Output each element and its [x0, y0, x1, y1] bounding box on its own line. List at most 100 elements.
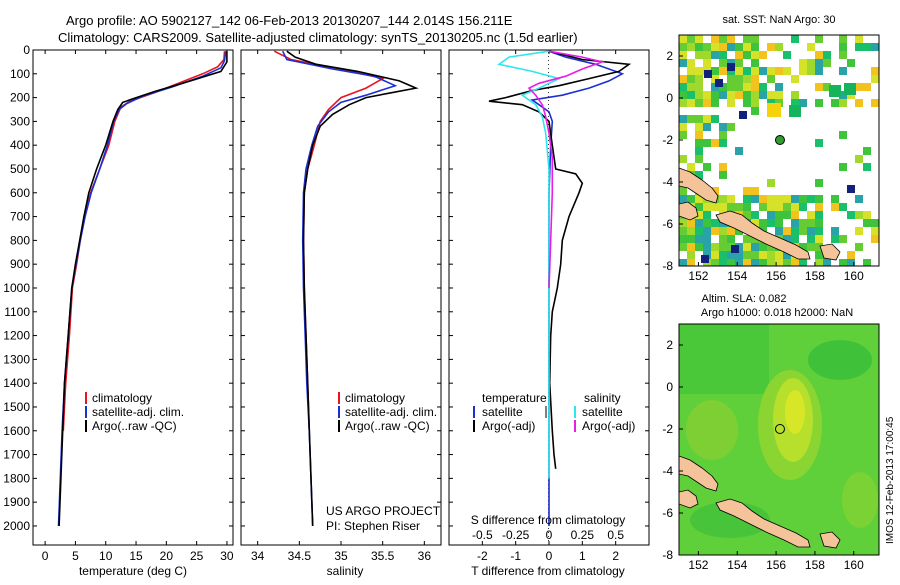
sst-cell [815, 67, 823, 75]
map-y-tick-label: -8 [662, 259, 673, 273]
sst-cell [735, 91, 743, 99]
sst-cell [727, 83, 735, 91]
sst-cell [687, 83, 695, 91]
sst-cell [759, 51, 767, 59]
sst-cell [839, 51, 847, 59]
sst-cell-cool [701, 255, 709, 263]
sst-cell [679, 59, 687, 67]
sla-map-x-ticks: 152 154 156 158 160 [688, 551, 864, 572]
sst-cell [807, 243, 815, 251]
sst-cell [759, 83, 767, 91]
map-x-tick-label: 156 [766, 558, 786, 572]
sst-cell [863, 43, 871, 51]
sla-map-frame [678, 323, 880, 556]
x-tick-label: -1 [510, 549, 521, 563]
sst-cell [815, 179, 823, 187]
sst-cell [759, 251, 767, 259]
sst-cell [695, 235, 703, 243]
sst-cell [847, 59, 855, 67]
sst-cell [679, 115, 687, 123]
temperature-legend: climatology satellite-adj. clim. Argo(..… [85, 391, 184, 433]
sst-cell [831, 235, 839, 243]
sst-cell [783, 67, 791, 75]
sla-map-field [679, 324, 879, 555]
sst-cell [871, 219, 879, 227]
land-solomon [679, 201, 699, 221]
series-line-temperature-argo-adj [488, 50, 632, 469]
sst-cell-green [844, 83, 856, 95]
sst-cell [679, 187, 687, 195]
sst-cell [783, 251, 791, 259]
sst-cell [703, 43, 711, 51]
temperature-panel-frame [32, 49, 234, 546]
sla-map-subtitle: Argo h1000: 0.018 h2000: NaN [701, 307, 853, 319]
sst-cell [855, 43, 863, 51]
sst-cell [831, 99, 839, 107]
sst-cell [751, 195, 759, 203]
sst-cell [711, 91, 719, 99]
sst-cell [743, 67, 751, 75]
sst-cell [727, 203, 735, 211]
sst-cell [775, 259, 783, 266]
y-tick-label: 1700 [3, 448, 30, 462]
sst-cell [815, 51, 823, 59]
sst-cell [767, 75, 775, 83]
sst-cell [815, 211, 823, 219]
sst-cell [743, 43, 751, 51]
sst-cell [767, 195, 775, 203]
sst-cell [719, 251, 727, 259]
sst-cell [719, 195, 727, 203]
sst-cell-cool [739, 111, 747, 119]
sst-cell [719, 139, 727, 147]
sst-cell [839, 203, 847, 211]
sla-high-patch-lower [842, 472, 878, 528]
sst-cell [679, 35, 687, 43]
sst-cell [783, 211, 791, 219]
sst-cell [759, 259, 767, 266]
sst-cell [727, 227, 735, 235]
sst-cell [799, 59, 807, 67]
sst-cell [759, 219, 767, 227]
sst-cell [711, 67, 719, 75]
sst-cell [703, 163, 711, 171]
map-y-tick-label: -2 [662, 133, 673, 147]
sst-cell [711, 51, 719, 59]
sst-cell [719, 171, 727, 179]
sst-cell [791, 211, 799, 219]
sst-cell [839, 91, 847, 99]
sst-cell [767, 251, 775, 259]
sst-cell [743, 35, 751, 43]
sst-cell [695, 91, 703, 99]
sst-cell [695, 243, 703, 251]
x-tick-label: 36 [418, 549, 432, 563]
s-tick-label: -0.25 [502, 528, 530, 542]
map-x-tick-label: 160 [844, 558, 864, 572]
sst-cell-warm [767, 103, 781, 117]
sst-cell [687, 227, 695, 235]
sst-cell [679, 51, 687, 59]
sst-cell [847, 259, 855, 266]
y-tick-label: 1300 [3, 352, 30, 366]
legend-label-satellite: satellite-adj. clim. [345, 405, 437, 419]
sst-cell [687, 99, 695, 107]
sst-cell [735, 59, 743, 67]
salinity-legend: climatology satellite-adj. clim. Argo(..… [326, 391, 441, 533]
land-islet [819, 531, 841, 549]
sst-cell [847, 211, 855, 219]
sst-cell [687, 195, 695, 203]
sst-cell [807, 43, 815, 51]
sst-cell [807, 219, 815, 227]
sst-cell [855, 243, 863, 251]
sst-cell [791, 35, 799, 43]
sst-cell [711, 251, 719, 259]
sst-cell [695, 51, 703, 59]
sst-cell [775, 91, 783, 99]
sst-cell [743, 83, 751, 91]
map-x-tick-label: 152 [688, 558, 708, 572]
legend-label-t-satellite: satellite [482, 405, 523, 419]
sst-cell [743, 259, 751, 266]
sst-cell [855, 155, 863, 163]
y-tick-label: 2000 [3, 519, 30, 533]
sst-cell [703, 139, 711, 147]
sst-cell [727, 123, 735, 131]
